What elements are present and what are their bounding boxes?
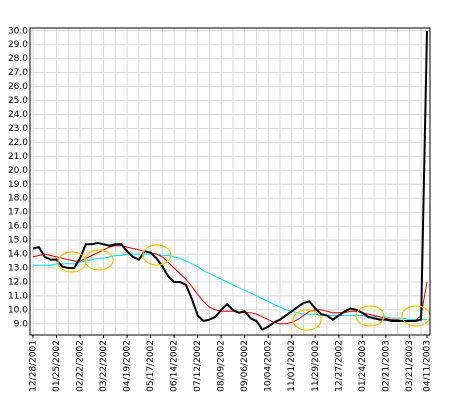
y-tick-label: 21.0 <box>8 152 28 162</box>
series-line <box>33 253 427 321</box>
y-tick-label: 20.0 <box>8 166 28 176</box>
y-tick-label: 18.0 <box>8 194 28 204</box>
x-tick-label: 01/24/2003 <box>358 340 368 392</box>
y-tick-label: 23.0 <box>8 124 28 134</box>
x-tick-label: 12/27/2002 <box>334 340 344 392</box>
y-tick-label: 26.0 <box>8 82 28 92</box>
x-tick-label: 08/09/2002 <box>217 340 227 392</box>
x-tick-label: 10/04/2002 <box>264 340 274 392</box>
y-tick-label: 19.0 <box>8 180 28 190</box>
grid <box>30 28 430 335</box>
y-tick-label: 15.0 <box>8 236 28 246</box>
plot-frame <box>29 27 431 336</box>
y-tick-label: 24.0 <box>8 110 28 120</box>
y-tick-label: 13.0 <box>8 264 28 274</box>
highlight-circle <box>355 305 385 327</box>
annotations <box>57 244 431 331</box>
y-tick-label: 29.0 <box>8 40 28 50</box>
x-tick-label: 09/06/2002 <box>240 340 250 392</box>
x-tick-label: 02/21/2003 <box>381 340 391 392</box>
x-tick-label: 07/12/2002 <box>193 340 203 392</box>
x-tick-label: 05/17/2002 <box>146 340 156 392</box>
y-tick-label: 16.0 <box>8 222 28 232</box>
highlight-circle <box>142 244 172 266</box>
highlight-circle <box>84 249 114 271</box>
x-tick-label: 03/22/2002 <box>99 340 109 392</box>
series-line <box>32 30 428 331</box>
highlight-circle <box>57 251 87 273</box>
y-tick-label: 17.0 <box>8 208 28 218</box>
y-tick-label: 30.0 <box>8 26 28 36</box>
y-tick-label: 27.0 <box>8 68 28 78</box>
x-tick-label: 12/28/2001 <box>29 340 39 392</box>
x-tick-label: 01/25/2002 <box>52 340 62 392</box>
x-tick-label: 11/01/2002 <box>287 340 297 392</box>
x-tick-label: 04/19/2002 <box>123 340 133 392</box>
x-tick-label: 02/22/2002 <box>76 340 86 392</box>
highlight-circle <box>292 309 322 331</box>
x-tick-label: 03/21/2003 <box>405 340 415 392</box>
y-tick-label: 25.0 <box>8 96 28 106</box>
y-tick-label: 22.0 <box>8 138 28 148</box>
y-tick-label: 10.0 <box>8 305 28 315</box>
y-tick-label: 11.0 <box>8 291 28 301</box>
y-tick-label: 12.0 <box>8 277 28 287</box>
x-tick-label: 06/14/2002 <box>170 340 180 392</box>
lines <box>32 30 428 331</box>
x-tick-label: 11/29/2002 <box>311 340 321 392</box>
y-tick-label: 28.0 <box>8 54 28 64</box>
y-tick-label: 9.0 <box>14 319 29 329</box>
y-tick-label: 14.0 <box>8 250 28 260</box>
x-tick-label: 04/11/2003 <box>423 340 433 392</box>
highlight-circle <box>401 305 431 327</box>
